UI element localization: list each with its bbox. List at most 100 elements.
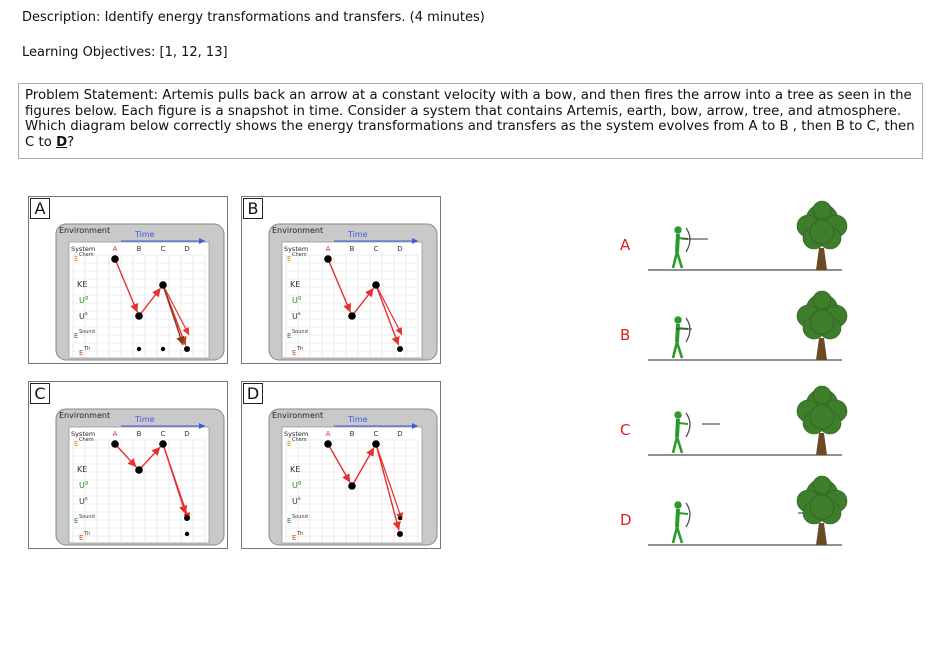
bow-icon bbox=[685, 227, 691, 253]
bow-icon bbox=[685, 502, 691, 528]
transfer-arrow bbox=[114, 258, 139, 313]
column-label: D bbox=[397, 245, 402, 253]
row-label-ug: U bbox=[292, 296, 298, 305]
transfer-arrow bbox=[327, 443, 351, 483]
row-label-ug: U bbox=[292, 481, 298, 490]
energy-dot bbox=[372, 281, 380, 289]
time-label: Time bbox=[347, 415, 368, 424]
energy-dot bbox=[397, 531, 403, 537]
row-label-us-sup: s bbox=[85, 311, 88, 317]
problem-label: Problem Statement: bbox=[25, 88, 159, 103]
objectives-line: Learning Objectives: [1, 12, 13] bbox=[22, 45, 228, 60]
tree-icon bbox=[796, 385, 848, 455]
row-label-us: U bbox=[292, 312, 298, 321]
row-label-sound: E bbox=[287, 517, 291, 525]
energy-dot bbox=[111, 440, 119, 448]
scene-letter: A bbox=[620, 236, 631, 254]
scene-letter: B bbox=[620, 326, 631, 344]
column-label: A bbox=[326, 245, 331, 253]
description-text: Identify energy transformations and tran… bbox=[104, 10, 485, 25]
bow-icon bbox=[685, 412, 691, 438]
energy-dot bbox=[348, 482, 356, 490]
energy-dot bbox=[160, 346, 166, 352]
energy-dot bbox=[397, 515, 403, 521]
scene-row-a: A bbox=[620, 200, 910, 280]
scene-row-c: C bbox=[620, 385, 910, 465]
row-label-th-sub: Th bbox=[83, 531, 90, 537]
row-label-us: U bbox=[292, 497, 298, 506]
column-label: A bbox=[113, 245, 118, 253]
description-label: Description: bbox=[22, 10, 101, 25]
transfer-arrow bbox=[375, 443, 404, 521]
row-label-sound: E bbox=[74, 517, 78, 525]
energy-dot bbox=[159, 440, 167, 448]
energy-dot bbox=[135, 466, 143, 474]
row-label-chem-sub: Chem bbox=[292, 252, 307, 258]
archer-icon bbox=[671, 316, 689, 359]
time-label: Time bbox=[347, 230, 368, 239]
row-label-ug-sup: g bbox=[298, 480, 301, 486]
archer-icon bbox=[671, 411, 689, 454]
column-label: D bbox=[397, 430, 402, 438]
panel-letter: C bbox=[30, 383, 50, 404]
row-label-ug-sup: g bbox=[298, 295, 301, 301]
transfer-arrow bbox=[351, 287, 375, 317]
row-label-chem: E bbox=[74, 255, 78, 263]
row-label-sound-sub: Sound bbox=[79, 329, 95, 335]
archer-icon bbox=[671, 501, 689, 544]
row-label-sound: E bbox=[287, 332, 291, 340]
row-label-us-sup: s bbox=[298, 311, 301, 317]
problem-final-mark: ? bbox=[67, 134, 75, 150]
row-label-us-sup: s bbox=[298, 496, 301, 502]
row-label-ug-sup: g bbox=[85, 295, 88, 301]
column-label: B bbox=[350, 430, 355, 438]
problem-text: Artemis pulls back an arrow at a constan… bbox=[25, 88, 915, 150]
row-label-ke: KE bbox=[290, 465, 300, 474]
bow-icon bbox=[685, 317, 691, 343]
energy-dot bbox=[184, 531, 190, 537]
energy-dot bbox=[135, 312, 143, 320]
description-line: Description: Identify energy transformat… bbox=[22, 10, 485, 25]
scene-row-d: D bbox=[620, 475, 910, 555]
transfer-arrow bbox=[351, 447, 375, 487]
column-label: B bbox=[137, 245, 142, 253]
column-label: C bbox=[374, 245, 379, 253]
scene-letter: D bbox=[620, 511, 632, 529]
energy-dot bbox=[324, 440, 332, 448]
environment-label: Environment bbox=[272, 411, 323, 420]
system-box bbox=[68, 241, 210, 359]
transfer-arrow bbox=[138, 446, 161, 471]
transfer-arrow bbox=[114, 443, 137, 468]
row-label-ug: U bbox=[79, 481, 85, 490]
column-label: A bbox=[326, 430, 331, 438]
energy-dot bbox=[159, 281, 167, 289]
environment-label: Environment bbox=[59, 411, 110, 420]
system-label: System bbox=[284, 245, 308, 253]
system-box bbox=[281, 241, 423, 359]
row-label-th-sub: Th bbox=[83, 346, 90, 352]
panel-letter: A bbox=[30, 198, 50, 219]
objectives-text: [1, 12, 13] bbox=[159, 45, 228, 60]
scene-illustration bbox=[648, 475, 848, 546]
transfer-arrow bbox=[162, 284, 190, 336]
tree-icon bbox=[796, 200, 848, 270]
transfer-arrow bbox=[327, 258, 352, 313]
energy-dot bbox=[397, 346, 403, 352]
energy-dot bbox=[111, 255, 119, 263]
row-label-ke: KE bbox=[290, 280, 300, 289]
energy-dot bbox=[184, 515, 190, 521]
tree-icon bbox=[796, 290, 848, 360]
row-label-chem: E bbox=[74, 440, 78, 448]
transfer-arrow bbox=[138, 287, 162, 317]
row-label-ug: U bbox=[79, 296, 85, 305]
column-label: B bbox=[137, 430, 142, 438]
row-label-chem-sub: Chem bbox=[79, 252, 94, 258]
system-label: System bbox=[284, 430, 308, 438]
row-label-ke: KE bbox=[77, 280, 87, 289]
